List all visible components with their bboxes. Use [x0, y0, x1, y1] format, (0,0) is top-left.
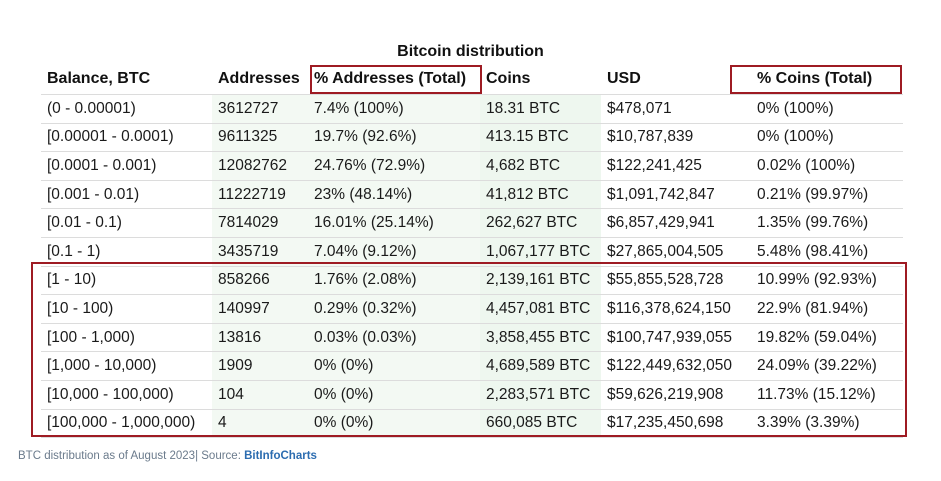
cell-pct-coins: 0% (100%): [751, 94, 903, 124]
cell-pct-addresses: 24.76% (72.9%): [308, 151, 480, 181]
cell-pct-addresses: 0.29% (0.32%): [308, 294, 480, 324]
cell-coins: 1,067,177 BTC: [480, 236, 601, 267]
cell-coins: 3,858,455 BTC: [480, 322, 601, 352]
cell-coins: 4,689,589 BTC: [480, 351, 601, 381]
cell-pct-addresses: 19.7% (92.6%): [308, 122, 480, 152]
cell-coins: 660,085 BTC: [480, 408, 601, 439]
cell-addresses: 11222719: [212, 179, 308, 209]
table-row: [0.1 - 1) 3435719 7.04% (9.12%) 1,067,177 B…: [41, 236, 903, 267]
cell-coins: 41,812 BTC: [480, 179, 601, 209]
cell-pct-addresses: 0.03% (0.03%): [308, 322, 480, 352]
table-title: Bitcoin distribution: [397, 43, 544, 60]
table-row: [100 - 1,000) 13816 0.03% (0.03%) 3,858,455…: [41, 322, 903, 352]
cell-pct-coins: 0.21% (99.97%): [751, 179, 903, 209]
cell-pct-coins: 24.09% (39.22%): [751, 351, 903, 381]
cell-coins: 413.15 BTC: [480, 122, 601, 152]
cell-pct-addresses: 0% (0%): [308, 408, 480, 439]
col-header-coins: Coins: [486, 70, 531, 87]
cell-balance: [1,000 - 10,000): [41, 351, 212, 381]
table-row: [0.001 - 0.01) 11222719 23% (48.14%) 41,812…: [41, 179, 903, 209]
cell-pct-coins: 0.02% (100%): [751, 151, 903, 181]
cell-coins: 4,457,081 BTC: [480, 294, 601, 324]
cell-balance: [1 - 10): [41, 265, 212, 295]
cell-usd: $6,857,429,941: [601, 208, 751, 238]
cell-addresses: 7814029: [212, 208, 308, 238]
cell-balance: [0.1 - 1): [41, 236, 212, 267]
cell-coins: 2,139,161 BTC: [480, 265, 601, 295]
cell-pct-coins: 10.99% (92.93%): [751, 265, 903, 295]
table-row: [10,000 - 100,000) 104 0% (0%) 2,283,571 BT…: [41, 379, 903, 410]
cell-pct-coins: 5.48% (98.41%): [751, 236, 903, 267]
caption-text: BTC distribution as of August 2023| Sour…: [18, 450, 245, 462]
col-header-addresses: Addresses: [218, 70, 300, 87]
cell-balance: [0.00001 - 0.0001): [41, 122, 212, 152]
table-row: [1 - 10) 858266 1.76% (2.08%) 2,139,161 BTC…: [41, 265, 903, 295]
cell-usd: $1,091,742,847: [601, 179, 751, 209]
cell-pct-addresses: 1.76% (2.08%): [308, 265, 480, 295]
cell-pct-coins: 1.35% (99.76%): [751, 208, 903, 238]
cell-pct-coins: 19.82% (59.04%): [751, 322, 903, 352]
distribution-table: Balance, BTC Addresses % Addresses (Tota…: [41, 64, 903, 439]
cell-usd: $478,071: [601, 94, 751, 124]
cell-pct-addresses: 7.4% (100%): [308, 94, 480, 124]
table-row: [1,000 - 10,000) 1909 0% (0%) 4,689,589 BTC…: [41, 351, 903, 381]
cell-usd: $100,747,939,055: [601, 322, 751, 352]
cell-usd: $122,241,425: [601, 151, 751, 181]
cell-pct-coins: 11.73% (15.12%): [751, 379, 903, 410]
col-header-usd: USD: [607, 70, 641, 87]
cell-addresses: 9611325: [212, 122, 308, 152]
table-row: (0 - 0.00001) 3612727 7.4% (100%) 18.31 BTC…: [41, 94, 903, 124]
header-row: Balance, BTC Addresses % Addresses (Tota…: [41, 64, 903, 95]
cell-pct-addresses: 16.01% (25.14%): [308, 208, 480, 238]
cell-addresses: 140997: [212, 294, 308, 324]
cell-usd: $122,449,632,050: [601, 351, 751, 381]
cell-pct-addresses: 0% (0%): [308, 379, 480, 410]
cell-pct-coins: 22.9% (81.94%): [751, 294, 903, 324]
col-header-pct-coins: % Coins (Total): [757, 70, 873, 87]
col-header-balance: Balance, BTC: [47, 70, 151, 87]
cell-addresses: 3435719: [212, 236, 308, 267]
cell-usd: $17,235,450,698: [601, 408, 751, 439]
cell-coins: 18.31 BTC: [480, 94, 601, 124]
cell-addresses: 13816: [212, 322, 308, 352]
figure-caption: BTC distribution as of August 2023| Sour…: [18, 450, 317, 462]
table-row: [0.0001 - 0.001) 12082762 24.76% (72.9%) 4,…: [41, 151, 903, 181]
cell-pct-addresses: 23% (48.14%): [308, 179, 480, 209]
caption-source-link[interactable]: BitInfoCharts: [244, 450, 317, 462]
cell-addresses: 4: [212, 408, 308, 439]
col-header-pct-addresses: % Addresses (Total): [314, 70, 467, 87]
cell-usd: $27,865,004,505: [601, 236, 751, 267]
cell-usd: $55,855,528,728: [601, 265, 751, 295]
cell-addresses: 858266: [212, 265, 308, 295]
cell-usd: $59,626,219,908: [601, 379, 751, 410]
table-row: [0.00001 - 0.0001) 9611325 19.7% (92.6%) 41…: [41, 122, 903, 152]
cell-balance: [0.0001 - 0.001): [41, 151, 212, 181]
table-row: [100,000 - 1,000,000) 4 0% (0%) 660,085 BTC…: [41, 408, 903, 439]
cell-coins: 262,627 BTC: [480, 208, 601, 238]
cell-pct-addresses: 0% (0%): [308, 351, 480, 381]
cell-coins: 2,283,571 BTC: [480, 379, 601, 410]
cell-addresses: 3612727: [212, 94, 308, 124]
cell-balance: [0.01 - 0.1): [41, 208, 212, 238]
cell-balance: (0 - 0.00001): [41, 94, 212, 124]
cell-pct-addresses: 7.04% (9.12%): [308, 236, 480, 267]
cell-usd: $10,787,839: [601, 122, 751, 152]
cell-balance: [100 - 1,000): [41, 322, 212, 352]
cell-addresses: 12082762: [212, 151, 308, 181]
table-row: [0.01 - 0.1) 7814029 16.01% (25.14%) 262,62…: [41, 208, 903, 238]
cell-usd: $116,378,624,150: [601, 294, 751, 324]
cell-balance: [10 - 100): [41, 294, 212, 324]
table-row: [10 - 100) 140997 0.29% (0.32%) 4,457,081 B…: [41, 294, 903, 324]
cell-balance: [10,000 - 100,000): [41, 379, 212, 410]
cell-pct-coins: 3.39% (3.39%): [751, 408, 903, 439]
cell-balance: [0.001 - 0.01): [41, 179, 212, 209]
cell-addresses: 104: [212, 379, 308, 410]
cell-coins: 4,682 BTC: [480, 151, 601, 181]
cell-addresses: 1909: [212, 351, 308, 381]
cell-pct-coins: 0% (100%): [751, 122, 903, 152]
cell-balance: [100,000 - 1,000,000): [41, 408, 212, 439]
